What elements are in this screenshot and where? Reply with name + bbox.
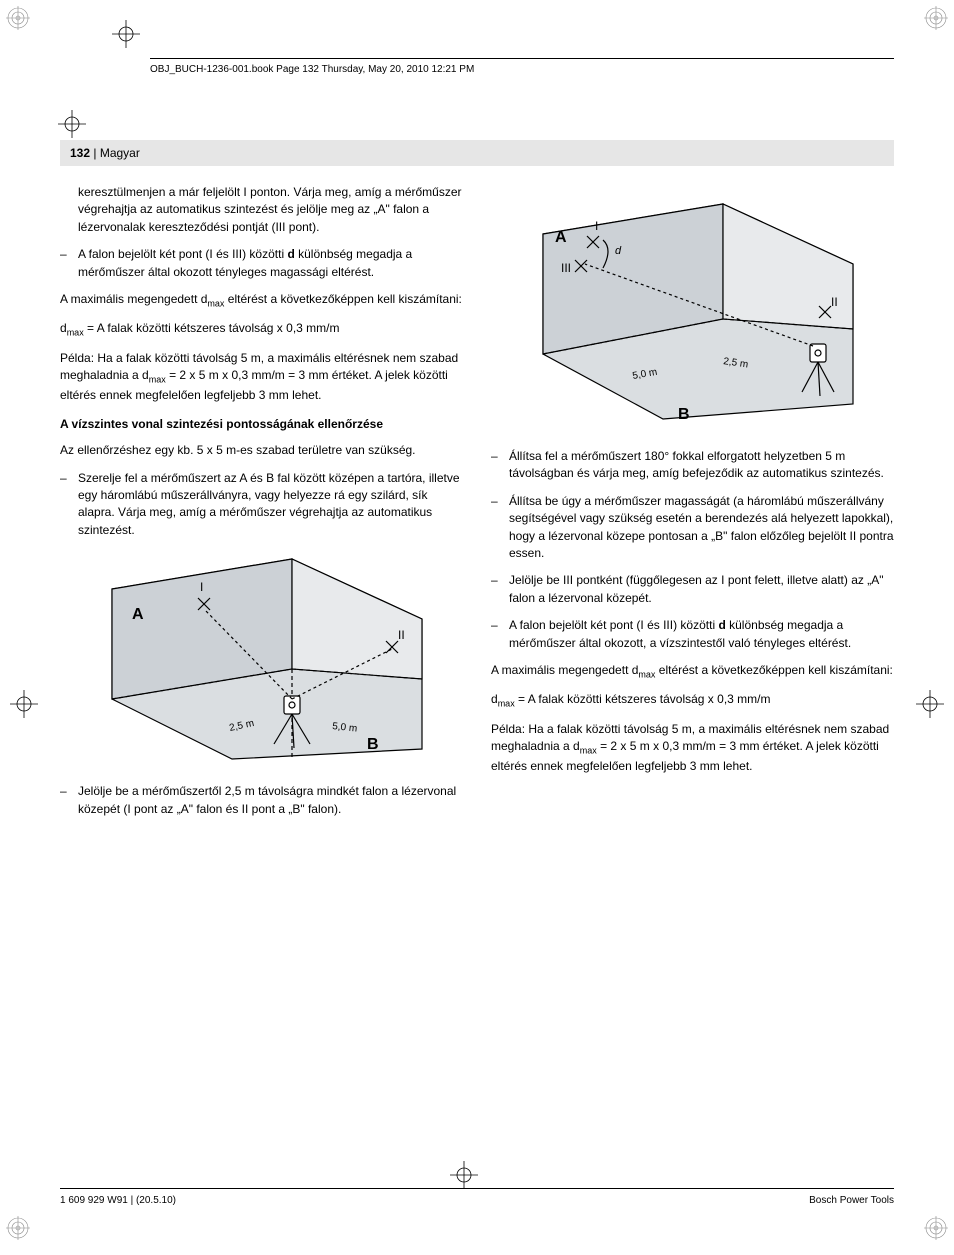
left-column: keresztülmenjen a már feljelölt I ponton… <box>60 184 463 828</box>
list-item: – Állítsa fel a mérőműszert 180° fokkal … <box>491 448 894 483</box>
fig-label-B: B <box>367 736 379 753</box>
fig-label-B: B <box>678 406 690 423</box>
list-item: – A falon bejelölt két pont (I és III) k… <box>60 246 463 281</box>
list-item: – Szerelje fel a mérőműszert az A és B f… <box>60 470 463 540</box>
top-rule <box>150 58 894 59</box>
figure-horizontal-check-1: A B I II 2,5 m 5,0 m <box>60 549 463 769</box>
dash-icon: – <box>491 572 509 607</box>
list-item-text: Jelölje be a mérőműszertől 2,5 m távolsá… <box>78 783 463 818</box>
dash-icon: – <box>491 617 509 652</box>
dash-icon: – <box>491 493 509 563</box>
body-para: dmax = A falak közötti kétszeres távolsá… <box>60 320 463 339</box>
footer-right: Bosch Power Tools <box>809 1195 894 1206</box>
list-item: – A falon bejelölt két pont (I és III) k… <box>491 617 894 652</box>
dash-icon: – <box>60 246 78 281</box>
list-item-text: A falon bejelölt két pont (I és III) köz… <box>509 617 894 652</box>
section-heading: A vízszintes vonal szintezési pontosságá… <box>60 416 463 432</box>
page-number: 132 <box>70 146 90 160</box>
fig-label-II: II <box>398 628 405 642</box>
dash-icon: – <box>60 470 78 540</box>
dash-icon: – <box>60 783 78 818</box>
body-para: dmax = A falak közötti kétszeres távolsá… <box>491 691 894 710</box>
body-para: A maximális megengedett dmax eltérést a … <box>491 662 894 681</box>
list-item: – Állítsa be úgy a mérőműszer magasságát… <box>491 493 894 563</box>
list-item: – Jelölje be III pontként (függőlegesen … <box>491 572 894 607</box>
bookline: OBJ_BUCH-1236-001.book Page 132 Thursday… <box>150 64 474 75</box>
right-column: A B I III II 2,5 m 5,0 m d – Állítsa fel… <box>491 184 894 828</box>
page-footer: 1 609 929 W91 | (20.5.10) Bosch Power To… <box>60 1188 894 1206</box>
fig-label-A: A <box>555 229 567 246</box>
list-item: – Jelölje be a mérőműszertől 2,5 m távol… <box>60 783 463 818</box>
list-item-text: A falon bejelölt két pont (I és III) köz… <box>78 246 463 281</box>
fig-label-I: I <box>595 219 598 233</box>
footer-left: 1 609 929 W91 | (20.5.10) <box>60 1195 176 1206</box>
fig-label-A: A <box>132 606 144 623</box>
continuation-para: keresztülmenjen a már feljelölt I ponton… <box>60 184 463 236</box>
page-header-band: 132 | Magyar <box>60 140 894 166</box>
lang-label: Magyar <box>100 146 140 160</box>
fig-label-III: III <box>561 261 571 275</box>
dash-icon: – <box>491 448 509 483</box>
body-para: Az ellenőrzéshez egy kb. 5 x 5 m-es szab… <box>60 442 463 459</box>
list-item-text: Állítsa be úgy a mérőműszer magasságát (… <box>509 493 894 563</box>
body-para: Példa: Ha a falak közötti távolság 5 m, … <box>491 721 894 775</box>
body-para: A maximális megengedett dmax eltérést a … <box>60 291 463 310</box>
figure-horizontal-check-2: A B I III II 2,5 m 5,0 m d <box>491 194 894 434</box>
list-item-text: Szerelje fel a mérőműszert az A és B fal… <box>78 470 463 540</box>
fig-label-II: II <box>831 295 838 309</box>
list-item-text: Állítsa fel a mérőműszert 180° fokkal el… <box>509 448 894 483</box>
fig-label-I: I <box>200 580 203 594</box>
body-para: Példa: Ha a falak közötti távolság 5 m, … <box>60 350 463 404</box>
list-item-text: Jelölje be III pontként (függőlegesen az… <box>509 572 894 607</box>
fig-label-d: d <box>615 245 622 257</box>
